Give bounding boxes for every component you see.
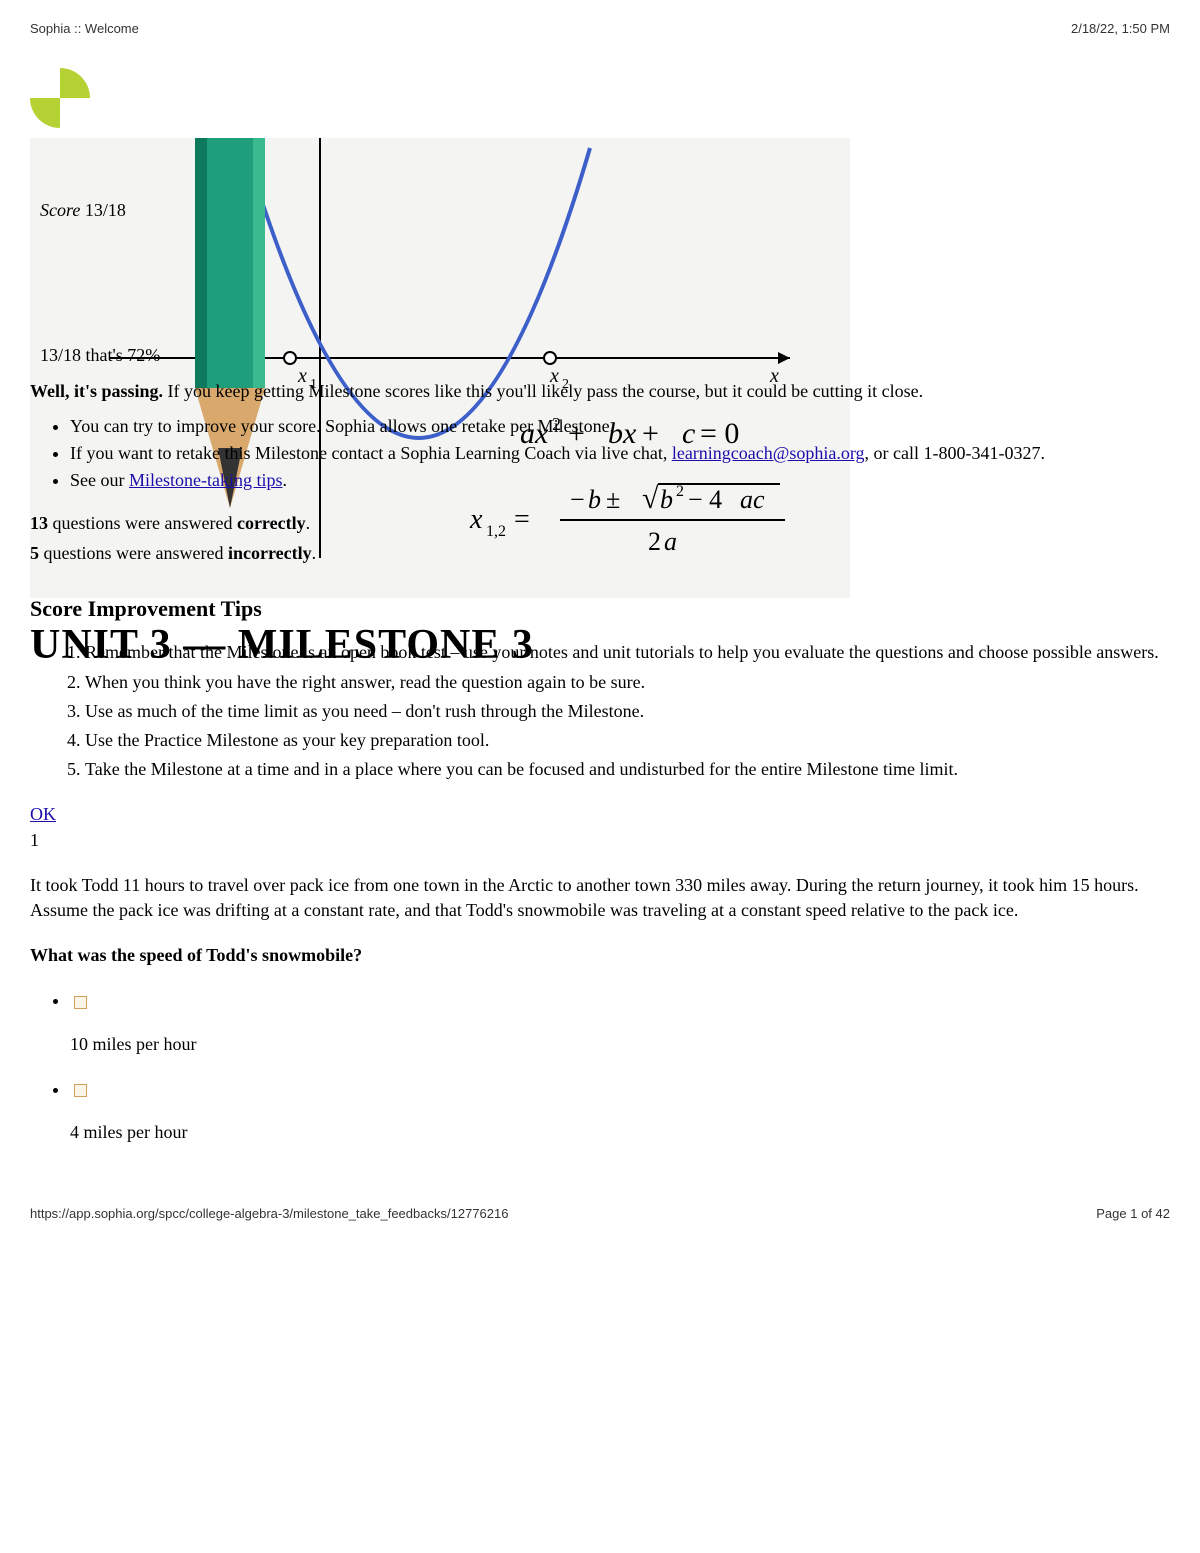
milestone-tips-link[interactable]: Milestone-taking tips — [129, 470, 282, 490]
footer-url: https://app.sophia.org/spcc/college-alge… — [30, 1205, 508, 1223]
score-line: Score 13/18 — [30, 198, 1170, 223]
answer-options: 10 miles per hour 4 miles per hour — [50, 988, 1170, 1145]
advice-item-contact: If you want to retake this Milestone con… — [70, 441, 1170, 466]
footer-page: Page 1 of 42 — [1096, 1205, 1170, 1223]
answer-text: 10 miles per hour — [70, 1032, 1170, 1057]
header-title: Sophia :: Welcome — [30, 20, 139, 38]
tip-item: When you think you have the right answer… — [85, 670, 1170, 695]
advice-item-retake: You can try to improve your score. Sophi… — [70, 414, 1170, 439]
tips-list: Remember that the Milestone is an open b… — [60, 640, 1170, 782]
answer-option[interactable]: 4 miles per hour — [70, 1077, 1170, 1145]
ok-link[interactable]: OK — [30, 804, 56, 824]
sophia-logo — [30, 68, 90, 128]
header-datetime: 2/18/22, 1:50 PM — [1071, 20, 1170, 38]
tip-item: Use the Practice Milestone as your key p… — [85, 728, 1170, 753]
score-label: Score — [40, 200, 80, 220]
question-number: 1 — [30, 828, 1170, 853]
passing-message: Well, it's passing. If you keep getting … — [30, 379, 1170, 404]
checkbox-icon[interactable] — [74, 996, 87, 1009]
tip-item: Remember that the Milestone is an open b… — [85, 640, 1170, 665]
passing-rest: If you keep getting Milestone scores lik… — [163, 381, 923, 401]
score-percent: 13/18 that's 72% — [30, 343, 1170, 368]
question-body: It took Todd 11 hours to travel over pac… — [30, 873, 1170, 923]
advice-list: You can try to improve your score. Sophi… — [50, 414, 1170, 494]
checkbox-icon[interactable] — [74, 1084, 87, 1097]
hero-region: x 1 x 2 x ax 2 + bx + c = 0 x 1,2 = − b … — [30, 138, 1170, 566]
question-ask: What was the speed of Todd's snowmobile? — [30, 943, 1170, 968]
score-value: 13/18 — [85, 200, 126, 220]
answer-option[interactable]: 10 miles per hour — [70, 988, 1170, 1056]
answered-correct: 13 questions were answered correctly. — [30, 511, 1170, 536]
answer-text: 4 miles per hour — [70, 1120, 1170, 1145]
advice-item-tips: See our Milestone-taking tips. — [70, 468, 1170, 493]
tip-item: Use as much of the time limit as you nee… — [85, 699, 1170, 724]
page-header: Sophia :: Welcome 2/18/22, 1:50 PM — [0, 0, 1200, 48]
tip-item: Take the Milestone at a time and in a pl… — [85, 757, 1170, 782]
page-footer: https://app.sophia.org/spcc/college-alge… — [0, 1165, 1200, 1243]
coach-email-link[interactable]: learningcoach@sophia.org — [672, 443, 865, 463]
ok-link-row: OK — [30, 802, 1170, 827]
passing-bold: Well, it's passing. — [30, 381, 163, 401]
answered-incorrect: 5 questions were answered incorrectly. — [30, 541, 1170, 566]
